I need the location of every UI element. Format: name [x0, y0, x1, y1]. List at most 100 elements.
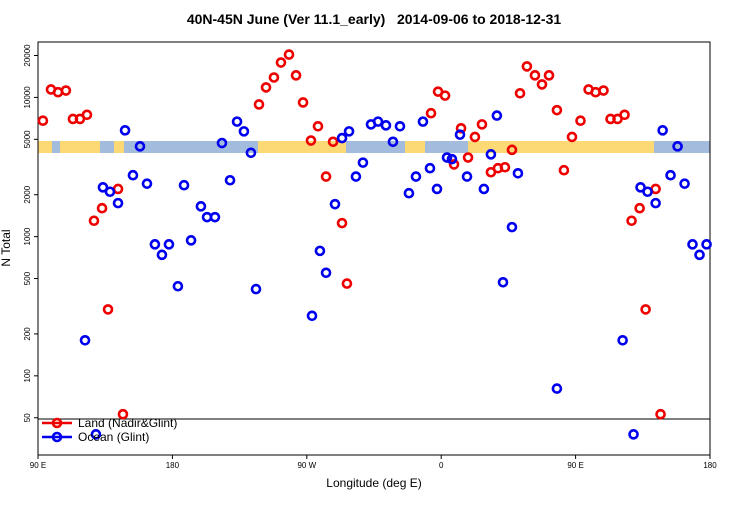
point — [454, 129, 466, 140]
point — [431, 183, 443, 195]
point — [635, 182, 646, 193]
x-tick-label: 90 W — [297, 461, 316, 470]
x-tick-label: 90 E — [567, 461, 583, 470]
point — [566, 131, 578, 143]
point — [268, 72, 280, 83]
point — [441, 152, 453, 163]
point — [37, 115, 49, 127]
point — [231, 116, 243, 127]
point — [497, 276, 509, 288]
point — [642, 186, 653, 198]
point — [314, 245, 326, 257]
point — [529, 70, 541, 81]
point — [96, 202, 108, 214]
point — [575, 115, 586, 127]
y-tick-label: 200 — [23, 327, 32, 341]
y-tick-label: 5000 — [23, 130, 32, 148]
point — [341, 278, 353, 289]
point — [275, 57, 287, 68]
point — [448, 159, 460, 170]
point — [320, 171, 332, 182]
point — [350, 171, 362, 182]
point — [387, 136, 399, 148]
point — [672, 141, 683, 152]
strip-land — [114, 141, 124, 153]
legend-marker — [51, 431, 63, 443]
point — [141, 178, 153, 189]
point — [476, 119, 488, 130]
point — [290, 70, 302, 81]
point — [117, 408, 129, 420]
legend-marker — [51, 417, 63, 429]
point — [439, 90, 451, 101]
point — [521, 61, 533, 72]
y-tick-label: 20000 — [23, 44, 32, 67]
point — [329, 198, 341, 210]
y-tick-label: 2000 — [23, 185, 32, 203]
point — [283, 49, 295, 60]
point — [97, 182, 109, 193]
point — [650, 197, 661, 209]
point — [403, 187, 415, 199]
point — [514, 88, 526, 99]
point — [320, 267, 332, 279]
point — [81, 109, 93, 121]
point — [156, 249, 168, 261]
point — [478, 183, 490, 195]
point — [551, 383, 563, 394]
point — [701, 239, 712, 250]
point — [634, 202, 645, 214]
point — [619, 109, 630, 121]
point — [178, 179, 190, 191]
point — [343, 126, 355, 137]
point — [485, 149, 497, 160]
point — [512, 167, 524, 179]
x-tick-label: 90 E — [30, 461, 46, 470]
point — [598, 85, 609, 96]
point — [172, 280, 184, 292]
point — [112, 197, 124, 209]
x-tick-label: 180 — [166, 461, 180, 470]
point — [424, 162, 436, 174]
point — [372, 116, 384, 127]
point — [506, 221, 518, 233]
legend-label: Land (Nadir&Glint) — [78, 416, 177, 430]
strip-land — [405, 141, 425, 153]
point — [88, 215, 100, 227]
strip-land — [468, 141, 654, 153]
legend-label: Ocean (Glint) — [78, 430, 149, 444]
point — [216, 137, 228, 149]
strip-land — [258, 141, 346, 153]
point — [410, 171, 422, 182]
point — [665, 169, 676, 181]
point — [551, 104, 563, 116]
point — [617, 334, 628, 346]
point — [425, 107, 437, 119]
point — [119, 125, 131, 136]
point — [336, 132, 348, 144]
point — [655, 408, 666, 420]
point — [687, 239, 698, 250]
strip-land — [60, 141, 100, 153]
point — [446, 153, 458, 165]
point — [297, 97, 309, 108]
point — [224, 174, 236, 186]
y-tick-label: 500 — [23, 271, 32, 285]
point — [209, 211, 221, 223]
point — [394, 121, 406, 132]
y-axis-label: N Total — [0, 229, 13, 266]
point — [327, 136, 339, 148]
point — [127, 169, 139, 181]
point — [90, 429, 102, 440]
point — [461, 171, 473, 182]
point — [628, 429, 639, 440]
point — [305, 135, 317, 146]
point — [640, 304, 651, 315]
point — [679, 178, 690, 189]
point — [506, 144, 518, 156]
point — [149, 239, 161, 250]
x-axis-label: Longitude (deg E) — [326, 476, 421, 490]
point — [462, 152, 474, 163]
plot-frame — [37, 41, 711, 456]
